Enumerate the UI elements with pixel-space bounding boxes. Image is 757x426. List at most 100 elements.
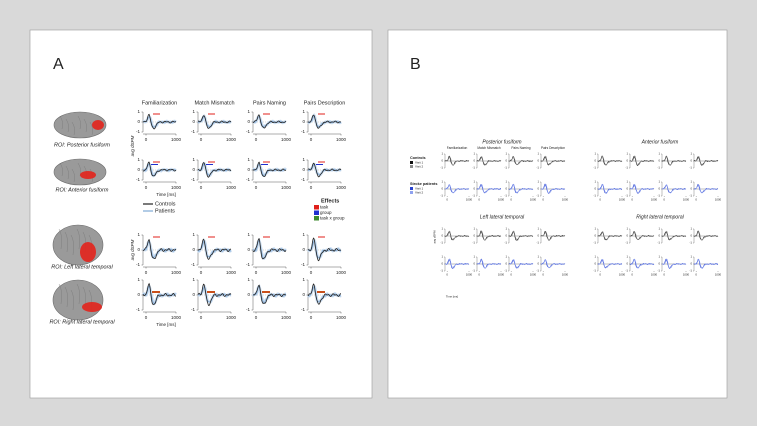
legend-label: Visit 1 bbox=[415, 186, 423, 190]
y-tick-label: 0 bbox=[658, 187, 660, 191]
y-tick-label: -1 bbox=[505, 194, 508, 198]
visit-trace bbox=[444, 258, 470, 269]
x-tick-label: 1000 bbox=[562, 198, 569, 202]
x-tick-label: 0 bbox=[663, 198, 665, 202]
x-tick-label: 1000 bbox=[498, 273, 505, 277]
y-tick-label: -1 bbox=[594, 194, 597, 198]
y-tick-label: 1 bbox=[192, 277, 195, 282]
effects-label: task bbox=[320, 205, 329, 210]
controls-trace bbox=[197, 283, 232, 307]
y-tick-label: -1 bbox=[136, 262, 140, 267]
visit-trace bbox=[540, 231, 566, 241]
sulcus bbox=[64, 231, 68, 253]
y-tick-label: -1 bbox=[626, 241, 629, 245]
sulcus bbox=[77, 115, 81, 130]
effect-marker bbox=[317, 291, 325, 293]
y-tick-label: 0 bbox=[690, 262, 692, 266]
legend-label: Controls bbox=[155, 201, 176, 207]
y-tick-label: -1 bbox=[246, 129, 250, 134]
visit-trace bbox=[629, 258, 655, 269]
effects-swatch bbox=[314, 205, 319, 210]
y-tick-label: 0 bbox=[441, 262, 443, 266]
y-tick-label: 1 bbox=[690, 255, 692, 259]
y-tick-label: -1 bbox=[690, 241, 693, 245]
patients-trace bbox=[197, 286, 232, 303]
x-tick-label: 1000 bbox=[530, 273, 537, 277]
x-tick-label: 1000 bbox=[281, 270, 292, 275]
effects-label: group bbox=[320, 210, 332, 215]
legend-label: Visit 1 bbox=[415, 160, 423, 164]
y-tick-label: 0 bbox=[137, 167, 140, 172]
y-tick-label: 1 bbox=[594, 152, 596, 156]
x-tick-label: 1000 bbox=[530, 198, 537, 202]
y-tick-label: 1 bbox=[626, 255, 628, 259]
x-tick-label: 1000 bbox=[466, 198, 473, 202]
y-tick-label: -1 bbox=[594, 241, 597, 245]
x-tick-label: 1000 bbox=[651, 198, 658, 202]
y-tick-label: -1 bbox=[191, 307, 195, 312]
x-tick-label: 1000 bbox=[226, 270, 237, 275]
y-tick-label: 1 bbox=[473, 152, 475, 156]
x-tick-label: 1000 bbox=[562, 273, 569, 277]
visit-trace bbox=[509, 230, 534, 241]
y-tick-label: -1 bbox=[690, 166, 693, 170]
x-tick-label: 1000 bbox=[619, 198, 626, 202]
y-tick-label: 1 bbox=[302, 109, 305, 114]
x-tick-label: 0 bbox=[310, 185, 313, 190]
y-tick-label: 1 bbox=[192, 109, 195, 114]
patients-trace bbox=[307, 240, 342, 258]
y-tick-label: 1 bbox=[658, 180, 660, 184]
y-tick-label: 0 bbox=[247, 119, 250, 124]
y-tick-label: -1 bbox=[191, 177, 195, 182]
x-tick-label: 1000 bbox=[651, 273, 658, 277]
y-tick-label: 0 bbox=[247, 292, 250, 297]
y-tick-label: 0 bbox=[302, 247, 305, 252]
y-tick-label: 1 bbox=[626, 180, 628, 184]
roi-highlight bbox=[92, 120, 104, 130]
y-tick-label: -1 bbox=[537, 166, 540, 170]
x-tick-label: 0 bbox=[542, 198, 544, 202]
y-tick-label: 0 bbox=[537, 187, 539, 191]
y-tick-label: 1 bbox=[537, 255, 539, 259]
column-title: Match Mismatch bbox=[477, 146, 500, 150]
region-title: Right lateral temporal bbox=[636, 214, 684, 220]
x-tick-label: 1000 bbox=[336, 137, 347, 142]
x-tick-label: 1000 bbox=[336, 270, 347, 275]
controls-trace bbox=[307, 283, 342, 305]
y-tick-label: 1 bbox=[690, 180, 692, 184]
sulcus bbox=[71, 121, 75, 136]
visit-trace bbox=[540, 155, 566, 165]
y-tick-label: 1 bbox=[505, 180, 507, 184]
y-tick-label: 1 bbox=[626, 227, 628, 231]
group-title: Stroke patients bbox=[410, 182, 437, 186]
patients-trace bbox=[197, 115, 232, 128]
y-tick-label: 0 bbox=[192, 167, 195, 172]
x-tick-label: 0 bbox=[200, 185, 203, 190]
patients-trace bbox=[252, 164, 287, 176]
y-tick-label: -1 bbox=[246, 307, 250, 312]
y-tick-label: -1 bbox=[537, 269, 540, 273]
visit-trace bbox=[629, 155, 655, 166]
y-tick-label: -1 bbox=[136, 129, 140, 134]
visit-trace bbox=[476, 184, 502, 193]
x-tick-label: 1000 bbox=[498, 198, 505, 202]
y-tick-label: -1 bbox=[473, 241, 476, 245]
sulcus bbox=[58, 283, 62, 305]
y-tick-label: 0 bbox=[192, 292, 195, 297]
roi-highlight bbox=[80, 171, 96, 179]
sulcus bbox=[65, 118, 69, 133]
y-tick-label: 1 bbox=[594, 255, 596, 259]
x-tick-label: 0 bbox=[200, 137, 203, 142]
y-tick-label: 0 bbox=[137, 292, 140, 297]
controls-trace bbox=[197, 115, 232, 129]
controls-trace bbox=[307, 162, 342, 178]
effects-swatch bbox=[314, 216, 319, 221]
y-tick-label: -1 bbox=[191, 262, 195, 267]
x-tick-label: 0 bbox=[542, 273, 544, 277]
controls-trace bbox=[252, 284, 287, 304]
x-tick-label: 0 bbox=[200, 270, 203, 275]
sulcus bbox=[59, 162, 63, 177]
x-axis-label: Time [ms] bbox=[156, 322, 176, 327]
x-tick-label: 0 bbox=[478, 273, 480, 277]
effects-title: Effects bbox=[321, 198, 339, 204]
